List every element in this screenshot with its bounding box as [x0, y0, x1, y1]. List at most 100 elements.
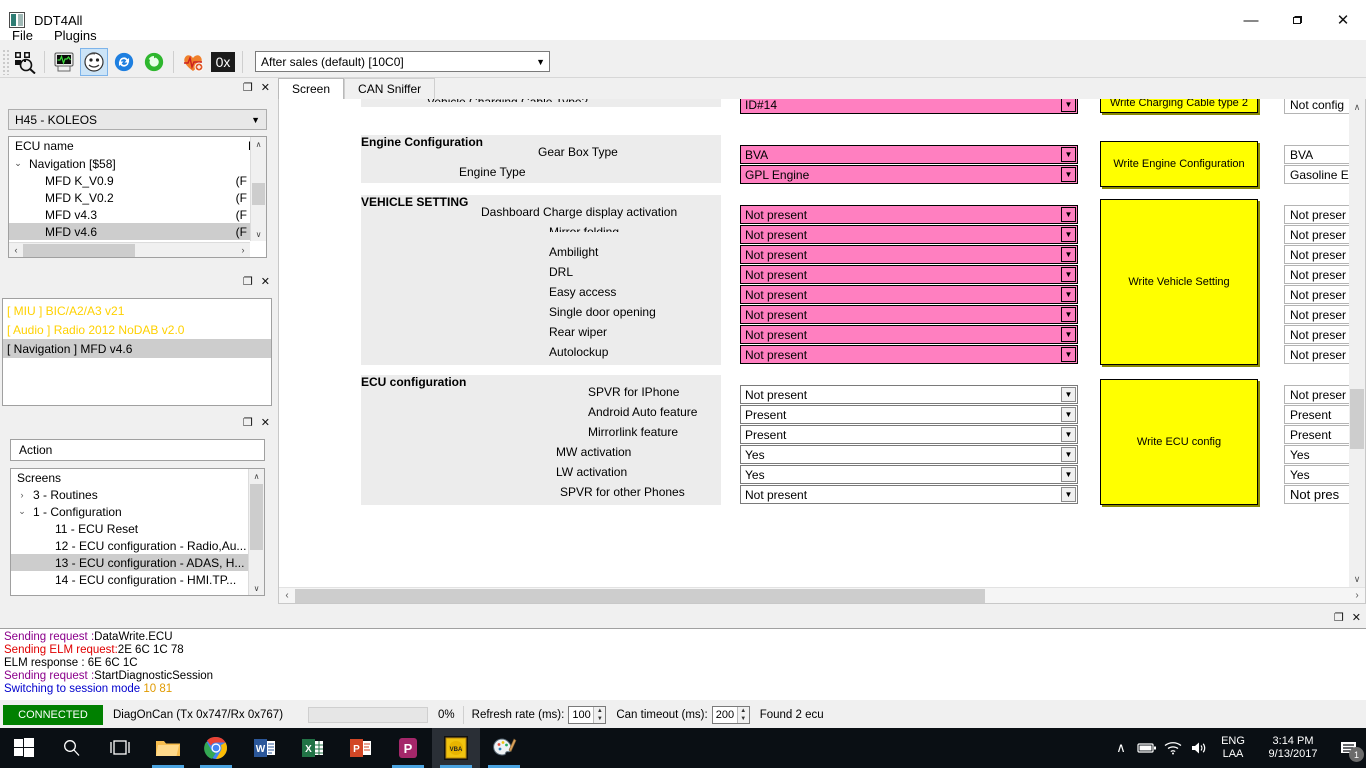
tree-item-ecu-config-adas-selected[interactable]: 13 - ECU configuration - ADAS, H... [11, 554, 264, 571]
vba-app-icon[interactable]: VBA [432, 728, 480, 768]
chevron-down-icon[interactable]: ⌄ [18, 506, 26, 516]
scroll-down-icon[interactable]: ∨ [253, 583, 260, 593]
profile-combo[interactable]: After sales (default) [10C0] ▼ [255, 51, 550, 72]
selected-ecus-list[interactable]: [ MIU ] BIC/A2/A3 v21 [ Audio ] Radio 20… [2, 298, 272, 406]
ecu-monitor-icon[interactable] [50, 48, 78, 76]
tree-item-ecu-config-hmi[interactable]: 14 - ECU configuration - HMI.TP... [11, 571, 264, 588]
chevron-down-icon[interactable]: ▼ [1061, 387, 1076, 402]
chevron-up-icon[interactable]: ∧ [1116, 740, 1126, 755]
chevron-down-icon[interactable]: ▼ [1061, 347, 1076, 362]
ecu-scan-icon[interactable] [11, 48, 39, 76]
refresh-blue-icon[interactable] [110, 48, 138, 76]
chevron-down-icon[interactable]: ▼ [1061, 99, 1076, 112]
float-icon[interactable]: ❐ [1333, 611, 1344, 624]
powerpoint-icon[interactable]: P [336, 728, 384, 768]
close-icon[interactable]: ✕ [260, 275, 270, 288]
float-icon[interactable]: ❐ [242, 81, 253, 94]
clock[interactable]: 3:14 PM 9/13/2017 [1254, 735, 1332, 761]
action-field[interactable]: Action [10, 439, 265, 461]
chevron-down-icon[interactable]: ▼ [1061, 207, 1076, 222]
dropdown-android-auto-feature[interactable]: Present ▼ [740, 405, 1078, 424]
dropdown-ambilight[interactable]: Not present ▼ [740, 245, 1078, 264]
screens-tree-vscrollbar[interactable]: ∧ ∨ [248, 469, 264, 595]
tree-row[interactable]: MFD K_V0.2 (F [9, 189, 266, 206]
dropdown-easy-access[interactable]: Not present ▼ [740, 285, 1078, 304]
list-item[interactable]: [ Audio ] Radio 2012 NoDAB v2.0 [7, 322, 185, 337]
dropdown-drl[interactable]: Not present ▼ [740, 265, 1078, 284]
chevron-down-icon[interactable]: ▼ [1061, 267, 1076, 282]
battery-icon[interactable] [1134, 728, 1160, 768]
chevron-down-icon[interactable]: ▼ [1061, 227, 1076, 242]
menu-plugins[interactable]: Plugins [53, 27, 97, 43]
dropdown-engine-type[interactable]: GPL Engine ▼ [740, 165, 1078, 184]
chevron-down-icon[interactable]: ▼ [1061, 147, 1076, 162]
write-ecu-config-button[interactable]: Write ECU config [1100, 379, 1258, 505]
ecu-tree-vscrollbar[interactable]: ∧ ∨ [250, 137, 266, 241]
chevron-down-icon[interactable]: ▼ [1061, 447, 1076, 462]
scroll-left-icon[interactable]: ‹ [14, 245, 18, 255]
close-icon[interactable]: ✕ [260, 81, 270, 94]
start-button[interactable] [0, 728, 48, 768]
scrollbar-thumb[interactable] [295, 588, 985, 603]
scroll-down-icon[interactable]: ∨ [255, 229, 262, 239]
tree-row[interactable]: MFD v4.3 (F [9, 206, 266, 223]
can-timeout-stepper[interactable]: 200 ▲ ▼ [711, 706, 750, 724]
chevron-down-icon[interactable]: ▼ [1061, 307, 1076, 322]
hex-mode-icon[interactable]: 0x [209, 48, 237, 76]
scroll-down-icon[interactable]: ∨ [1353, 573, 1361, 584]
scroll-right-icon[interactable]: › [1355, 590, 1359, 601]
chrome-icon[interactable] [192, 728, 240, 768]
scroll-up-icon[interactable]: ∧ [255, 139, 262, 149]
scrollbar-thumb[interactable] [250, 484, 263, 550]
screen-vscrollbar[interactable]: ∧ ∨ [1349, 99, 1365, 587]
float-icon[interactable]: ❐ [242, 275, 253, 288]
tree-item-ecu-reset[interactable]: 11 - ECU Reset [11, 520, 264, 537]
dropdown-rear-wiper[interactable]: Not present ▼ [740, 325, 1078, 344]
ecu-tree[interactable]: ECU name Pr ⌄ Navigation [$58] MFD K_V0.… [8, 136, 267, 258]
tree-item-configuration[interactable]: ⌄ 1 - Configuration [11, 503, 264, 520]
ddt4all-paint-icon[interactable] [480, 728, 528, 768]
publisher-icon[interactable]: P [384, 728, 432, 768]
chevron-down-icon[interactable]: ▼ [1061, 407, 1076, 422]
write-engine-configuration-button[interactable]: Write Engine Configuration [1100, 141, 1258, 187]
list-item[interactable]: [ MIU ] BIC/A2/A3 v21 [7, 303, 125, 318]
chevron-down-icon[interactable]: ▼ [1061, 167, 1076, 182]
refresh-rate-stepper[interactable]: 100 ▲ ▼ [568, 706, 607, 724]
ecu-tree-hscrollbar[interactable]: ‹ › [9, 242, 250, 257]
scroll-right-icon[interactable]: › [241, 245, 245, 255]
scroll-up-icon[interactable]: ∧ [1353, 101, 1361, 112]
scroll-up-icon[interactable]: ∧ [253, 471, 260, 481]
dropdown-spvr-for-other-phones[interactable]: Not present ▼ [740, 485, 1078, 504]
stepper-arrows[interactable]: ▲ ▼ [736, 707, 749, 723]
close-icon[interactable]: ✕ [260, 416, 270, 429]
minimize-button[interactable]: — [1228, 0, 1274, 40]
write-vehicle-setting-button[interactable]: Write Vehicle Setting [1100, 199, 1258, 365]
close-icon[interactable]: ✕ [1351, 611, 1361, 624]
heartbeat-icon[interactable] [179, 48, 207, 76]
log-output[interactable]: Sending request :DataWrite.ECU Sending E… [0, 628, 1366, 700]
tree-row[interactable]: ⌄ Navigation [$58] [9, 155, 266, 172]
scrollbar-thumb[interactable] [252, 183, 265, 205]
vehicle-combo[interactable]: H45 - KOLEOS ▼ [8, 109, 267, 130]
volume-icon[interactable] [1186, 728, 1212, 768]
chevron-down-icon[interactable]: ▼ [1061, 467, 1076, 482]
dropdown-single-door-opening[interactable]: Not present ▼ [740, 305, 1078, 324]
tree-item-ecu-config-radio[interactable]: 12 - ECU configuration - Radio,Au... [11, 537, 264, 554]
toolbar-grip[interactable] [2, 48, 10, 75]
maximize-button[interactable] [1274, 0, 1320, 40]
action-center-icon[interactable]: 1 [1332, 728, 1366, 768]
tree-row-selected[interactable]: MFD v4.6 (F [9, 223, 266, 240]
language-indicator[interactable]: ENG LAA [1212, 735, 1254, 761]
dropdown-mirror-folding[interactable]: Not present ▼ [740, 225, 1078, 244]
dropdown-autolockup[interactable]: Not present ▼ [740, 345, 1078, 364]
screen-hscrollbar[interactable]: ‹ › [279, 587, 1365, 603]
chevron-down-icon[interactable]: ⌄ [14, 158, 22, 168]
refresh-green-icon[interactable] [140, 48, 168, 76]
tree-item-routines[interactable]: › 3 - Routines [11, 486, 264, 503]
chevron-right-icon[interactable]: › [20, 489, 24, 500]
screens-tree[interactable]: Screens › 3 - Routines ⌄ 1 - Configurati… [10, 468, 265, 596]
chevron-down-icon[interactable]: ▼ [1061, 287, 1076, 302]
write-charging-cable-type2-button[interactable]: Write Charging Cable type 2 [1100, 99, 1258, 113]
menu-file[interactable]: File [12, 27, 33, 43]
chevron-down-icon[interactable]: ▼ [1061, 247, 1076, 262]
